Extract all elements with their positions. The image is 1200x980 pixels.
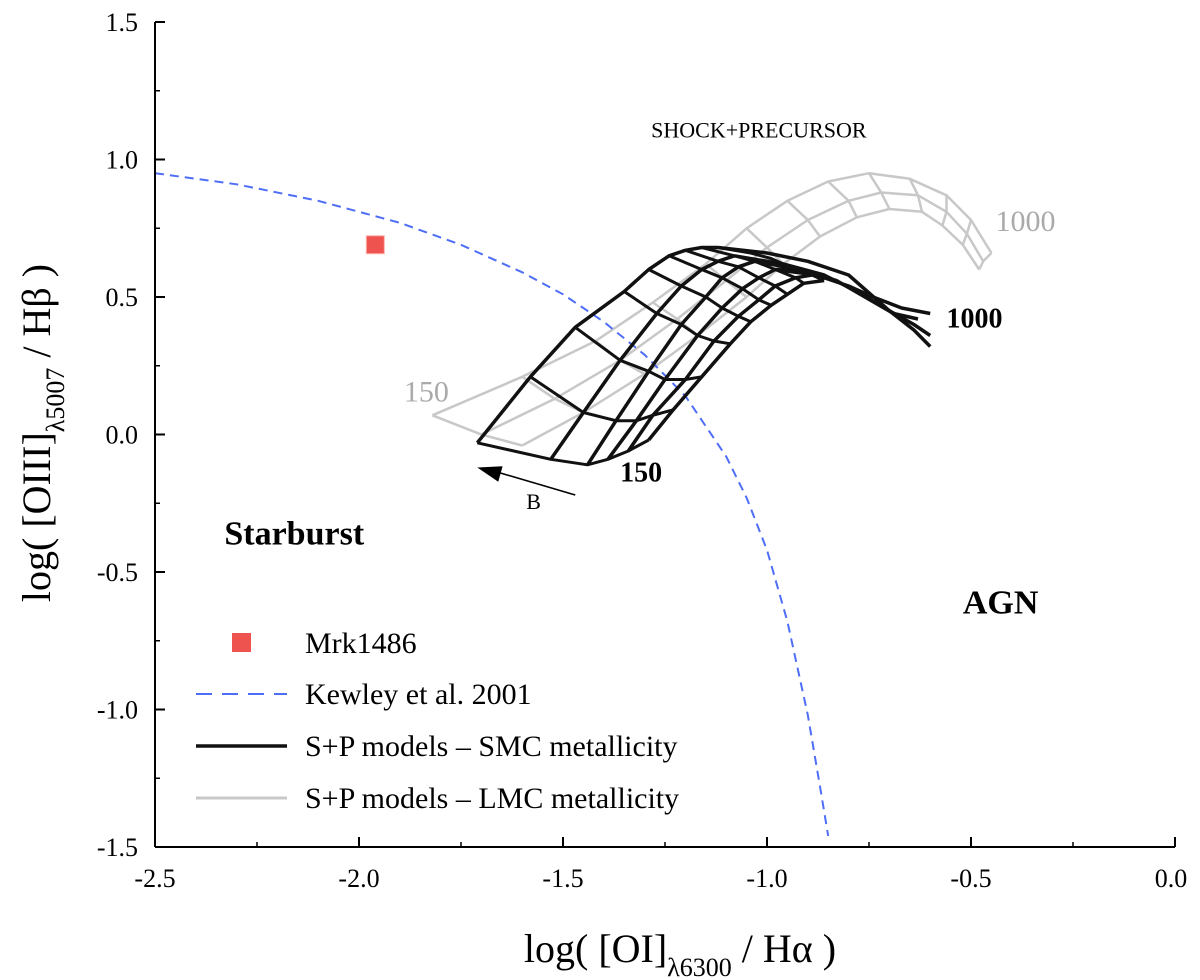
- legend-label: Kewley et al. 2001: [305, 678, 532, 711]
- y-tick-label: 1.5: [106, 8, 139, 37]
- x-axis-label-main: log( [OI]: [524, 926, 667, 971]
- lmc-grid-rung-6: [786, 199, 822, 238]
- legend-label: S+P models – LMC metallicity: [305, 782, 679, 815]
- legend-label: S+P models – SMC metallicity: [305, 730, 678, 763]
- annotation-starburst: Starburst: [224, 516, 364, 553]
- lmc-grid-rung-9: [908, 178, 924, 213]
- x-axis-label-subscript: λ6300: [667, 953, 732, 980]
- kewley-curve-group: [154, 172, 830, 837]
- x-tick-label: -1.0: [746, 864, 787, 893]
- x-tick-label: -2.5: [134, 864, 175, 893]
- annotation-arrow-b-shaft: [495, 470, 576, 496]
- annotation-smc-1000: 1000: [947, 303, 1003, 334]
- y-tick-label: 1.0: [106, 146, 139, 175]
- lmc-grid-rung-5: [745, 227, 785, 265]
- smc-grid-rung-6: [684, 248, 789, 296]
- axes: -2.5 -2.0 -1.5 -1.0 -0.5 0.0 -1.5 -1.0 -0.5 0.0 0.…: [97, 8, 1187, 893]
- annotation-smc-150: 150: [620, 457, 662, 488]
- lmc-grid-rung-0: [431, 414, 523, 447]
- y-tick-label: -1.5: [97, 833, 138, 862]
- smc-grid-rung-3: [623, 290, 731, 346]
- smc-grid-line-2: [586, 259, 756, 466]
- smc-grid-line-1: [549, 254, 735, 461]
- point-mrk1486: [365, 235, 385, 255]
- smc-grid-rung-2: [574, 326, 702, 381]
- lmc-grid-rung-12: [978, 252, 993, 271]
- lmc-grid-rung-10: [941, 195, 948, 226]
- x-axis-label-tail: / Hα ): [732, 926, 836, 971]
- annotation-shock-precursor: SHOCK+PRECURSOR: [651, 118, 867, 143]
- y-tick-label: -0.5: [97, 558, 138, 587]
- annotation-arrow-b-label: B: [526, 489, 541, 514]
- annotations: SHOCK+PRECURSOR 1000 1000 150 150 B Starburst A…: [224, 118, 1055, 622]
- lmc-grid-rung-1: [521, 375, 584, 414]
- x-tick-label: -1.5: [542, 864, 583, 893]
- lmc-grid-rung-11: [961, 219, 973, 246]
- annotation-agn: AGN: [963, 584, 1039, 621]
- x-tick-label: 0.0: [1155, 864, 1188, 893]
- y-axis-label-main: log( [OIII]: [14, 432, 59, 602]
- smc-model-grid: [475, 245, 932, 467]
- annotation-arrow-b-head: [477, 466, 503, 482]
- smc-grid-rung-1: [529, 375, 674, 423]
- smc-grid-rung-0: [476, 438, 650, 467]
- x-tick-label: -0.5: [950, 864, 991, 893]
- smc-grid-rung-5: [668, 254, 772, 307]
- annotation-lmc-150: 150: [404, 376, 449, 409]
- y-axis-label: log( [OIII]λ5007 / Hβ ): [14, 264, 70, 602]
- x-axis-label: log( [OI]λ6300 / Hα ): [524, 926, 836, 980]
- annotation-lmc-1000: 1000: [995, 205, 1055, 238]
- smc-grid-rung-7: [701, 246, 805, 285]
- y-tick-label: -1.0: [97, 696, 138, 725]
- smc-tail-line-0: [717, 245, 932, 348]
- data-points: [365, 235, 385, 255]
- smc-grid-rung-4: [648, 268, 752, 324]
- y-axis-label-subscript: λ5007: [41, 368, 70, 433]
- lmc-grid-rung-7: [827, 180, 858, 218]
- legend: Mrk1486 Kewley et al. 2001 S+P models – SM…: [196, 627, 679, 815]
- lmc-grid-rung-8: [867, 172, 891, 210]
- x-tick-label: -2.0: [338, 864, 379, 893]
- y-axis-label-tail: / Hβ ): [14, 264, 59, 368]
- kewley-curve: [154, 172, 830, 837]
- y-tick-label: 0.0: [106, 421, 139, 450]
- y-tick-label: 0.5: [106, 283, 139, 312]
- legend-label: Mrk1486: [305, 627, 417, 660]
- smc-tail-line-3: [774, 267, 931, 316]
- legend-marker-mrk1486: [232, 633, 251, 652]
